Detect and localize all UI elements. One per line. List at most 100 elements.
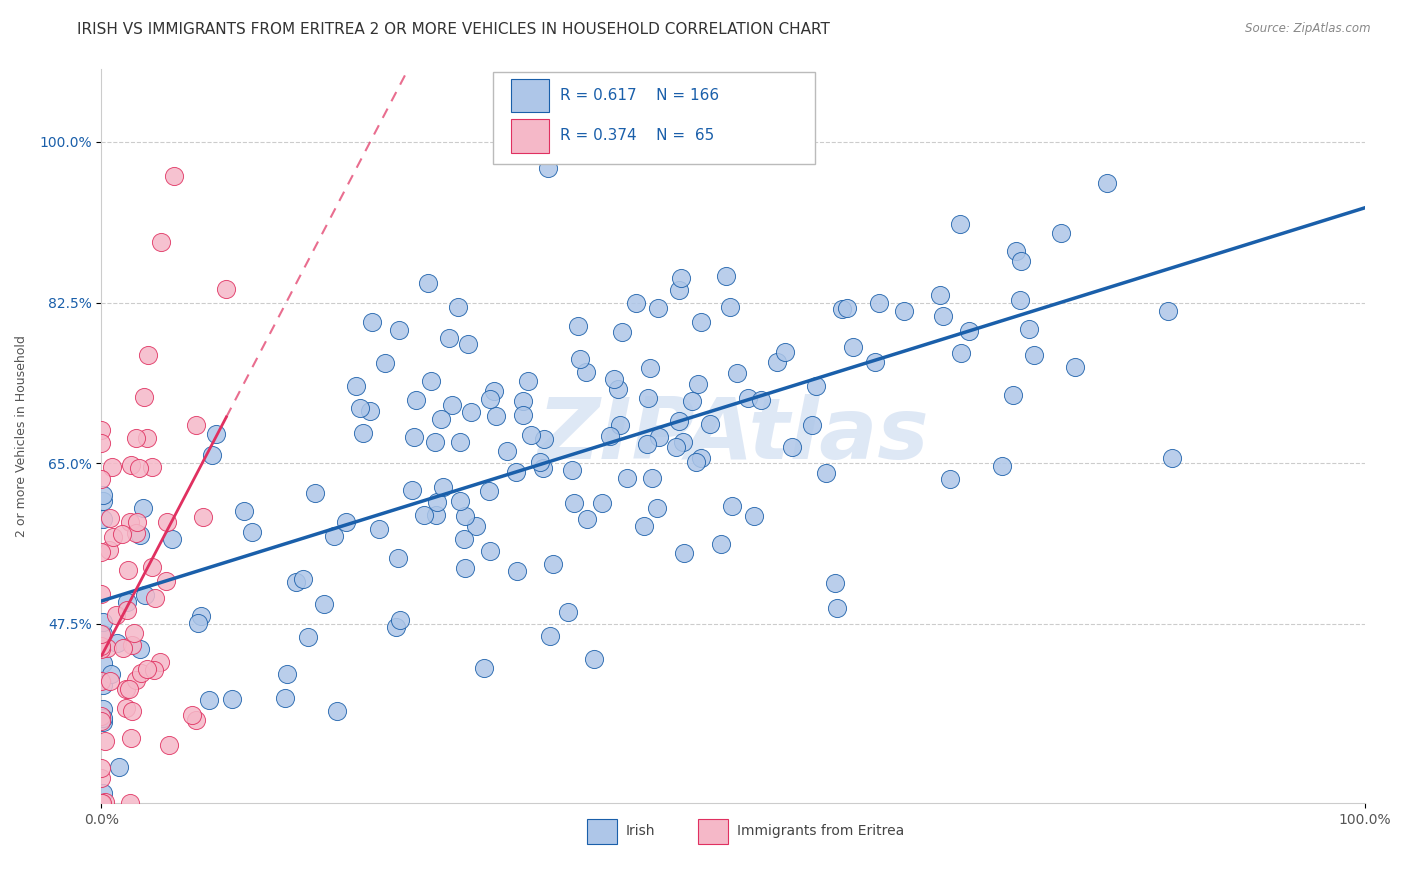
Point: [353, 426, 375, 441]
Point: [120, 731, 142, 746]
Point: [90, 714, 112, 729]
Point: [96, 641, 118, 656]
Point: [453, 532, 475, 546]
Point: [387, 551, 409, 566]
Point: [672, 545, 695, 559]
Point: [636, 437, 658, 451]
Point: [929, 288, 952, 302]
Point: [591, 496, 613, 510]
Point: [800, 417, 823, 432]
Point: [1005, 244, 1028, 259]
Point: [285, 574, 308, 589]
Point: [446, 300, 468, 314]
Point: [90, 423, 112, 437]
Point: [1097, 176, 1119, 190]
Point: [128, 528, 150, 542]
Point: [835, 301, 858, 315]
Point: [233, 504, 256, 518]
Point: [685, 455, 707, 469]
Point: [190, 608, 212, 623]
Point: [91, 702, 114, 716]
Point: [388, 323, 411, 337]
Point: [349, 401, 371, 416]
Point: [134, 390, 156, 404]
Point: [681, 394, 703, 409]
Point: [893, 304, 915, 318]
Point: [538, 629, 561, 643]
Point: [423, 434, 446, 449]
Point: [437, 331, 460, 345]
Point: [90, 796, 112, 810]
Point: [868, 295, 890, 310]
Point: [163, 169, 186, 183]
Point: [863, 355, 886, 369]
Point: [991, 459, 1014, 474]
Point: [454, 509, 477, 524]
Point: [276, 666, 298, 681]
Point: [576, 512, 599, 526]
Y-axis label: 2 or more Vehicles in Household: 2 or more Vehicles in Household: [15, 334, 28, 537]
Point: [304, 485, 326, 500]
Point: [426, 495, 449, 509]
Point: [541, 558, 564, 572]
Point: [128, 461, 150, 475]
Point: [720, 499, 742, 513]
FancyBboxPatch shape: [510, 78, 548, 112]
Point: [90, 796, 112, 810]
Point: [449, 435, 471, 450]
Point: [561, 463, 583, 477]
Point: [575, 366, 598, 380]
Point: [648, 429, 671, 443]
Point: [180, 707, 202, 722]
Point: [129, 665, 152, 680]
Point: [529, 454, 551, 468]
Point: [91, 626, 114, 640]
Point: [374, 356, 396, 370]
Point: [831, 302, 853, 317]
Point: [478, 484, 501, 499]
Point: [91, 678, 114, 692]
Point: [520, 427, 543, 442]
Point: [413, 508, 436, 523]
Point: [773, 344, 796, 359]
Point: [108, 760, 131, 774]
Point: [90, 436, 112, 450]
Point: [201, 448, 224, 462]
Text: R = 0.617    N = 166: R = 0.617 N = 166: [560, 87, 718, 103]
Point: [215, 282, 238, 296]
Point: [385, 620, 408, 634]
Text: Source: ZipAtlas.com: Source: ZipAtlas.com: [1246, 22, 1371, 36]
Point: [957, 324, 980, 338]
Point: [744, 508, 766, 523]
Point: [149, 655, 172, 669]
Point: [714, 269, 737, 284]
FancyBboxPatch shape: [510, 119, 548, 153]
Point: [1010, 254, 1032, 268]
Point: [1002, 388, 1025, 402]
Point: [91, 615, 114, 629]
Point: [149, 235, 172, 250]
Point: [129, 642, 152, 657]
Text: Immigrants from Eritrea: Immigrants from Eritrea: [737, 824, 904, 838]
Point: [314, 597, 336, 611]
Point: [939, 472, 962, 486]
Point: [1064, 359, 1087, 374]
Point: [136, 349, 159, 363]
Point: [512, 394, 534, 409]
Point: [668, 283, 690, 297]
Point: [506, 565, 529, 579]
Text: IRISH VS IMMIGRANTS FROM ERITREA 2 OR MORE VEHICLES IN HOUSEHOLD CORRELATION CHA: IRISH VS IMMIGRANTS FROM ERITREA 2 OR MO…: [77, 22, 830, 37]
Point: [117, 681, 139, 696]
Point: [932, 309, 955, 323]
Point: [101, 530, 124, 544]
Point: [718, 300, 741, 314]
Point: [536, 161, 558, 176]
Point: [641, 471, 664, 485]
Point: [115, 700, 138, 714]
Point: [725, 366, 748, 380]
Point: [155, 574, 177, 589]
Point: [405, 393, 427, 408]
Point: [156, 515, 179, 529]
Point: [583, 652, 606, 666]
Point: [616, 471, 638, 485]
